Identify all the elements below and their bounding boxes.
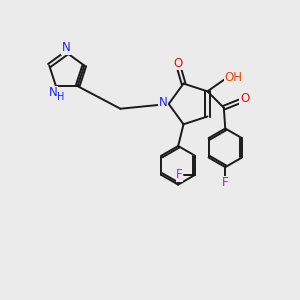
Text: H: H bbox=[57, 92, 65, 101]
Text: N: N bbox=[61, 41, 70, 54]
Text: O: O bbox=[173, 57, 183, 70]
Text: N: N bbox=[159, 96, 168, 109]
Text: N: N bbox=[49, 86, 57, 99]
Text: OH: OH bbox=[225, 71, 243, 84]
Text: F: F bbox=[222, 176, 229, 189]
Text: O: O bbox=[240, 92, 249, 105]
Text: F: F bbox=[176, 169, 183, 182]
